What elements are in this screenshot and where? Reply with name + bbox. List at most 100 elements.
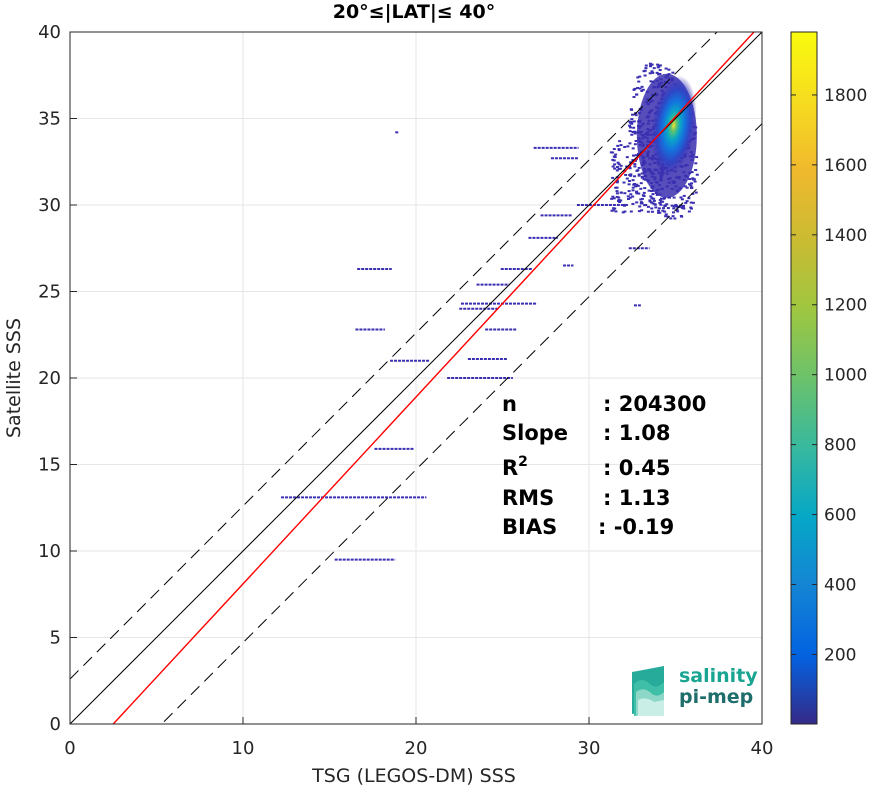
density-cell xyxy=(611,158,615,161)
density-cell xyxy=(665,203,669,206)
density-cell xyxy=(640,172,644,175)
colorbar-frame xyxy=(790,31,818,725)
density-cell xyxy=(664,215,668,218)
density-cell xyxy=(616,144,620,147)
density-cell xyxy=(648,199,652,202)
density-cell xyxy=(627,183,631,186)
density-cell xyxy=(629,121,633,124)
density-cell xyxy=(629,108,633,111)
density-cell xyxy=(632,95,636,98)
density-cell xyxy=(689,184,693,187)
density-cell xyxy=(639,187,643,190)
colorbar-tick-label: 1000 xyxy=(824,366,867,386)
density-cell xyxy=(615,190,619,193)
density-cell xyxy=(611,165,615,168)
density-cell xyxy=(610,197,614,200)
density-cell xyxy=(642,178,646,181)
density-cell xyxy=(628,124,632,127)
density-cell xyxy=(650,201,654,204)
density-cell xyxy=(646,210,650,213)
density-cell xyxy=(679,196,683,199)
colorbar-tick-label: 1200 xyxy=(824,296,867,316)
density-cell xyxy=(695,173,699,176)
density-cell xyxy=(630,118,634,121)
density-cell xyxy=(628,142,632,145)
density-cell xyxy=(629,210,633,213)
density-cell xyxy=(646,205,650,208)
density-cell xyxy=(626,145,630,148)
x-tick-label: 10 xyxy=(232,738,255,759)
density-cell xyxy=(681,206,685,209)
x-tick-label: 40 xyxy=(751,738,774,759)
density-cell xyxy=(644,178,648,181)
density-cell xyxy=(653,203,657,206)
density-cell xyxy=(631,147,635,150)
density-cell xyxy=(628,126,632,129)
density-cell xyxy=(661,209,665,212)
density-cell xyxy=(639,182,643,185)
offset-upper-line xyxy=(70,32,718,680)
density-cell xyxy=(617,196,621,199)
density-cell xyxy=(678,205,682,208)
density-cell xyxy=(633,132,637,135)
density-cell xyxy=(619,144,623,147)
salinity-pi-mep-logo: salinity pi-mep xyxy=(632,665,758,716)
y-tick-label: 5 xyxy=(50,628,61,649)
density-cell xyxy=(631,131,635,134)
density-cell xyxy=(672,196,676,199)
y-tick-label: 15 xyxy=(38,455,61,476)
density-cell xyxy=(634,139,638,142)
density-cell xyxy=(614,153,618,156)
x-axis: 0 10 20 30 40 xyxy=(64,717,773,759)
density-cell xyxy=(664,67,668,70)
density-cell xyxy=(650,70,654,73)
density-cell xyxy=(664,204,668,207)
density-cell xyxy=(659,203,663,206)
density-cell xyxy=(687,197,691,200)
density-cell xyxy=(691,201,695,204)
y-tick-label: 25 xyxy=(38,282,61,303)
density-cell xyxy=(672,207,676,210)
density-cell xyxy=(690,186,694,189)
density-cell xyxy=(612,155,616,158)
density-cell xyxy=(634,114,638,117)
x-tick-label: 0 xyxy=(64,738,75,759)
density-cell xyxy=(690,182,694,185)
density-cell xyxy=(633,87,637,90)
density-cell xyxy=(615,195,619,198)
density-cell xyxy=(658,64,662,67)
density-cell xyxy=(695,156,699,159)
x-tick-label: 20 xyxy=(405,738,428,759)
density-cell xyxy=(656,209,660,212)
density-cell xyxy=(626,195,630,198)
offset-lower-line xyxy=(160,123,762,724)
density-cell xyxy=(623,210,627,213)
colorbar-tick-label: 1600 xyxy=(824,156,867,176)
y-tick-label: 10 xyxy=(38,541,61,562)
x-axis-label: TSG (LEGOS-DM) SSS xyxy=(311,765,516,787)
density-cell xyxy=(655,71,659,74)
density-cell xyxy=(658,199,662,202)
density-cell xyxy=(628,130,632,133)
density-cell xyxy=(635,154,639,157)
reference-lines xyxy=(70,32,762,724)
density-cell xyxy=(635,183,639,186)
density-cell xyxy=(632,120,636,123)
regression-line xyxy=(112,32,755,724)
y-axis: 0 5 10 15 20 25 30 35 40 xyxy=(38,22,77,735)
density-cell xyxy=(651,202,655,205)
density-cell xyxy=(669,217,673,220)
density-cell xyxy=(635,191,639,194)
density-cell xyxy=(631,179,635,182)
stat-label: BIAS xyxy=(502,515,557,539)
density-cell xyxy=(611,195,615,198)
density-cell xyxy=(694,191,698,194)
density-cell xyxy=(691,192,695,195)
density-cell xyxy=(612,207,616,210)
density-cell xyxy=(637,80,641,83)
density-cell xyxy=(685,186,689,189)
density-cell xyxy=(623,192,627,195)
density-cell xyxy=(639,198,643,201)
density-cell xyxy=(640,197,644,200)
density-cell xyxy=(687,210,691,213)
